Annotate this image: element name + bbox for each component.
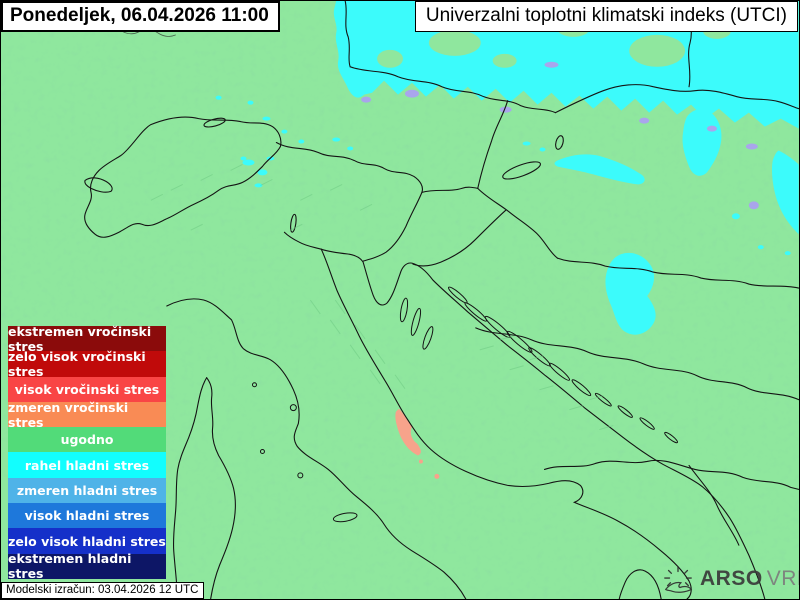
legend-item-very-high-cold: zelo visok hladni stres bbox=[8, 528, 166, 554]
heat-stress-patch bbox=[395, 408, 440, 479]
brand-arso: ARSO bbox=[700, 567, 763, 590]
utci-legend: ekstremen vročinski stres zelo visok vro… bbox=[8, 324, 166, 581]
borders-and-coastlines bbox=[84, 1, 799, 599]
ridge-accents bbox=[150, 164, 614, 431]
legend-item-comfortable: ugodno bbox=[8, 427, 166, 453]
legend-item-very-high-heat: zelo visok vročinski stres bbox=[8, 349, 166, 379]
legend-item-moderate-heat: zmeren vročinski stres bbox=[8, 400, 166, 430]
legend-item-moderate-cold: zmeren hladni stres bbox=[8, 477, 166, 504]
lakes bbox=[84, 117, 564, 233]
legend-item-mild-cold: rahel hladni stres bbox=[8, 452, 166, 478]
arso-bird-sun-icon bbox=[664, 566, 693, 593]
legend-item-high-heat: visok vročinski stres bbox=[8, 376, 166, 402]
map-title: Univerzalni toplotni klimatski indeks (U… bbox=[414, 1, 798, 32]
moderate-cold-spots bbox=[361, 61, 759, 210]
brand-vreme: VREME bbox=[766, 567, 799, 590]
legend-item-extreme-heat: ekstremen vročinski stres bbox=[8, 324, 166, 354]
legend-item-high-cold: visok hladni stres bbox=[8, 503, 166, 529]
model-run-label: Modelski izračun: 03.04.2026 12 UTC bbox=[1, 582, 205, 599]
legend-item-extreme-cold: ekstremen hladni stres bbox=[8, 551, 166, 581]
arso-vreme-watermark: ARSOVREME bbox=[661, 563, 799, 595]
datetime-label: Ponedeljek, 06.04.2026 11:00 bbox=[1, 1, 280, 32]
